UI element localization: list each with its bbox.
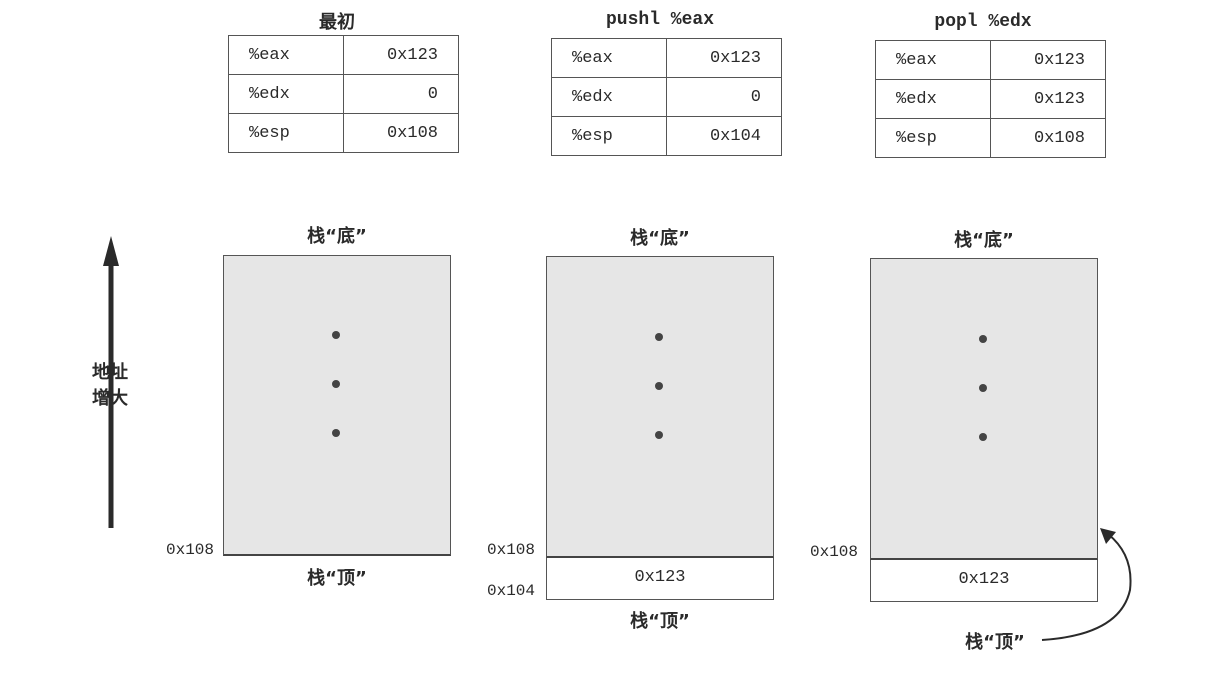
register-value: 0x108 <box>343 113 459 153</box>
stack-region-pushl <box>546 256 774 558</box>
register-name: %edx <box>228 74 344 114</box>
address-growth-label-line2: 增大 <box>92 388 128 409</box>
register-row-edx: %edx 0 <box>551 77 782 117</box>
stale-stack-cell: 0x123 <box>870 560 1098 602</box>
register-row-esp: %esp 0x108 <box>228 113 459 153</box>
register-value: 0 <box>343 74 459 114</box>
stack-top-label: 栈“顶” <box>630 611 690 632</box>
ellipsis-dot <box>332 331 340 339</box>
stack-top-pointer-arrow <box>1041 528 1132 641</box>
stack-region-popl <box>870 258 1098 560</box>
address-label: 0x108 <box>486 541 535 559</box>
stack-top-label: 栈“顶” <box>307 568 367 589</box>
panel-1-title: 最初 <box>319 12 355 33</box>
stack-top-label: 栈“顶” <box>965 632 1025 653</box>
register-row-eax: %eax 0x123 <box>551 38 782 78</box>
register-name: %eax <box>228 35 344 75</box>
register-row-eax: %eax 0x123 <box>875 40 1106 80</box>
register-row-edx: %edx 0 <box>228 74 459 114</box>
register-name: %eax <box>551 38 667 78</box>
register-value: 0x123 <box>343 35 459 75</box>
register-value: 0x108 <box>990 118 1106 158</box>
stack-bottom-label: 栈“底” <box>307 226 367 247</box>
ellipsis-dot <box>979 384 987 392</box>
panel-2-title: pushl %eax <box>605 10 715 30</box>
ellipsis-dot <box>655 382 663 390</box>
address-label: 0x108 <box>165 541 214 559</box>
register-name: %edx <box>551 77 667 117</box>
address-growth-arrow <box>103 236 119 528</box>
panel-3-title: popl %edx <box>934 12 1032 32</box>
address-growth-label-line1: 地址 <box>92 362 128 383</box>
register-table-initial: %eax 0x123 %edx 0 %esp 0x108 <box>228 35 459 153</box>
register-value: 0x123 <box>666 38 782 78</box>
ellipsis-dot <box>979 433 987 441</box>
ellipsis-dot <box>655 333 663 341</box>
register-name: %esp <box>228 113 344 153</box>
pushed-stack-cell: 0x123 <box>546 558 774 600</box>
register-row-eax: %eax 0x123 <box>228 35 459 75</box>
register-name: %esp <box>551 116 667 156</box>
ellipsis-dot <box>332 429 340 437</box>
register-value: 0x104 <box>666 116 782 156</box>
register-row-esp: %esp 0x104 <box>551 116 782 156</box>
register-name: %esp <box>875 118 991 158</box>
stack-bottom-label: 栈“底” <box>954 230 1014 251</box>
ellipsis-dot <box>332 380 340 388</box>
register-row-edx: %edx 0x123 <box>875 79 1106 119</box>
register-table-popl: %eax 0x123 %edx 0x123 %esp 0x108 <box>875 40 1106 158</box>
address-label: 0x104 <box>486 582 535 600</box>
ellipsis-dot <box>655 431 663 439</box>
stack-region-initial <box>223 255 451 556</box>
register-name: %eax <box>875 40 991 80</box>
register-table-pushl: %eax 0x123 %edx 0 %esp 0x104 <box>551 38 782 156</box>
stack-bottom-label: 栈“底” <box>630 228 690 249</box>
register-name: %edx <box>875 79 991 119</box>
ellipsis-dot <box>979 335 987 343</box>
register-row-esp: %esp 0x108 <box>875 118 1106 158</box>
register-value: 0x123 <box>990 40 1106 80</box>
address-label: 0x108 <box>809 543 858 561</box>
register-value: 0 <box>666 77 782 117</box>
register-value: 0x123 <box>990 79 1106 119</box>
